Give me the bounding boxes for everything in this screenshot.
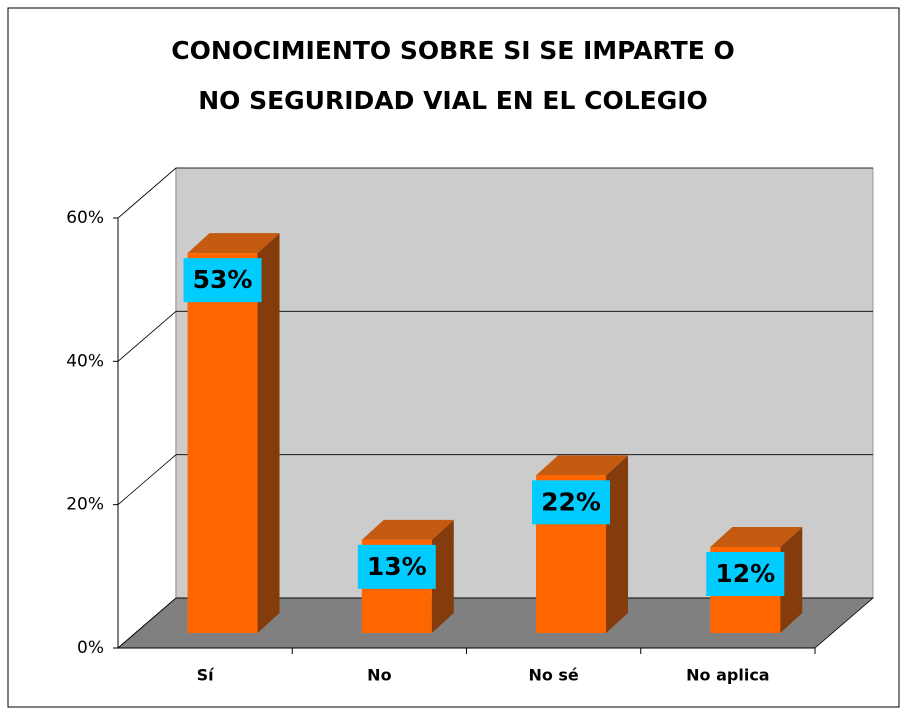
bar-top [361, 519, 454, 540]
bar [187, 253, 258, 633]
value-label-bg [183, 258, 262, 303]
y-tick-label: 40% [66, 351, 104, 371]
value-label-bg [532, 480, 611, 525]
x-tick-label: Sí [197, 666, 216, 685]
grid-line [117, 597, 177, 649]
bar-side [257, 233, 280, 633]
grid-line [117, 167, 177, 219]
y-tick-label: 20% [66, 495, 104, 515]
value-label: 22% [541, 487, 601, 516]
value-label: 13% [367, 552, 427, 581]
bar-top [710, 527, 803, 547]
bar-side [780, 527, 803, 633]
x-tick-label: No sé [528, 666, 578, 685]
chart-title: CONOCIMIENTO SOBRE SI SE IMPARTE O [171, 36, 735, 65]
value-label-bg [706, 552, 785, 596]
bar-top [187, 233, 280, 254]
value-label: 12% [715, 559, 775, 588]
value-label: 53% [193, 265, 253, 294]
grid-line [117, 454, 177, 505]
y-tick-label: 0% [77, 638, 104, 658]
bar-top [536, 455, 629, 476]
bar-side [431, 519, 454, 633]
x-tick-label: No aplica [686, 666, 769, 685]
grid-line [117, 311, 177, 362]
left-wall [117, 167, 177, 649]
chart-title: NO SEGURIDAD VIAL EN EL COLEGIO [198, 86, 708, 115]
bar-side [606, 455, 629, 633]
y-tick-label: 60% [66, 208, 104, 228]
x-tick-label: No [367, 666, 391, 685]
value-label-bg [357, 544, 436, 589]
